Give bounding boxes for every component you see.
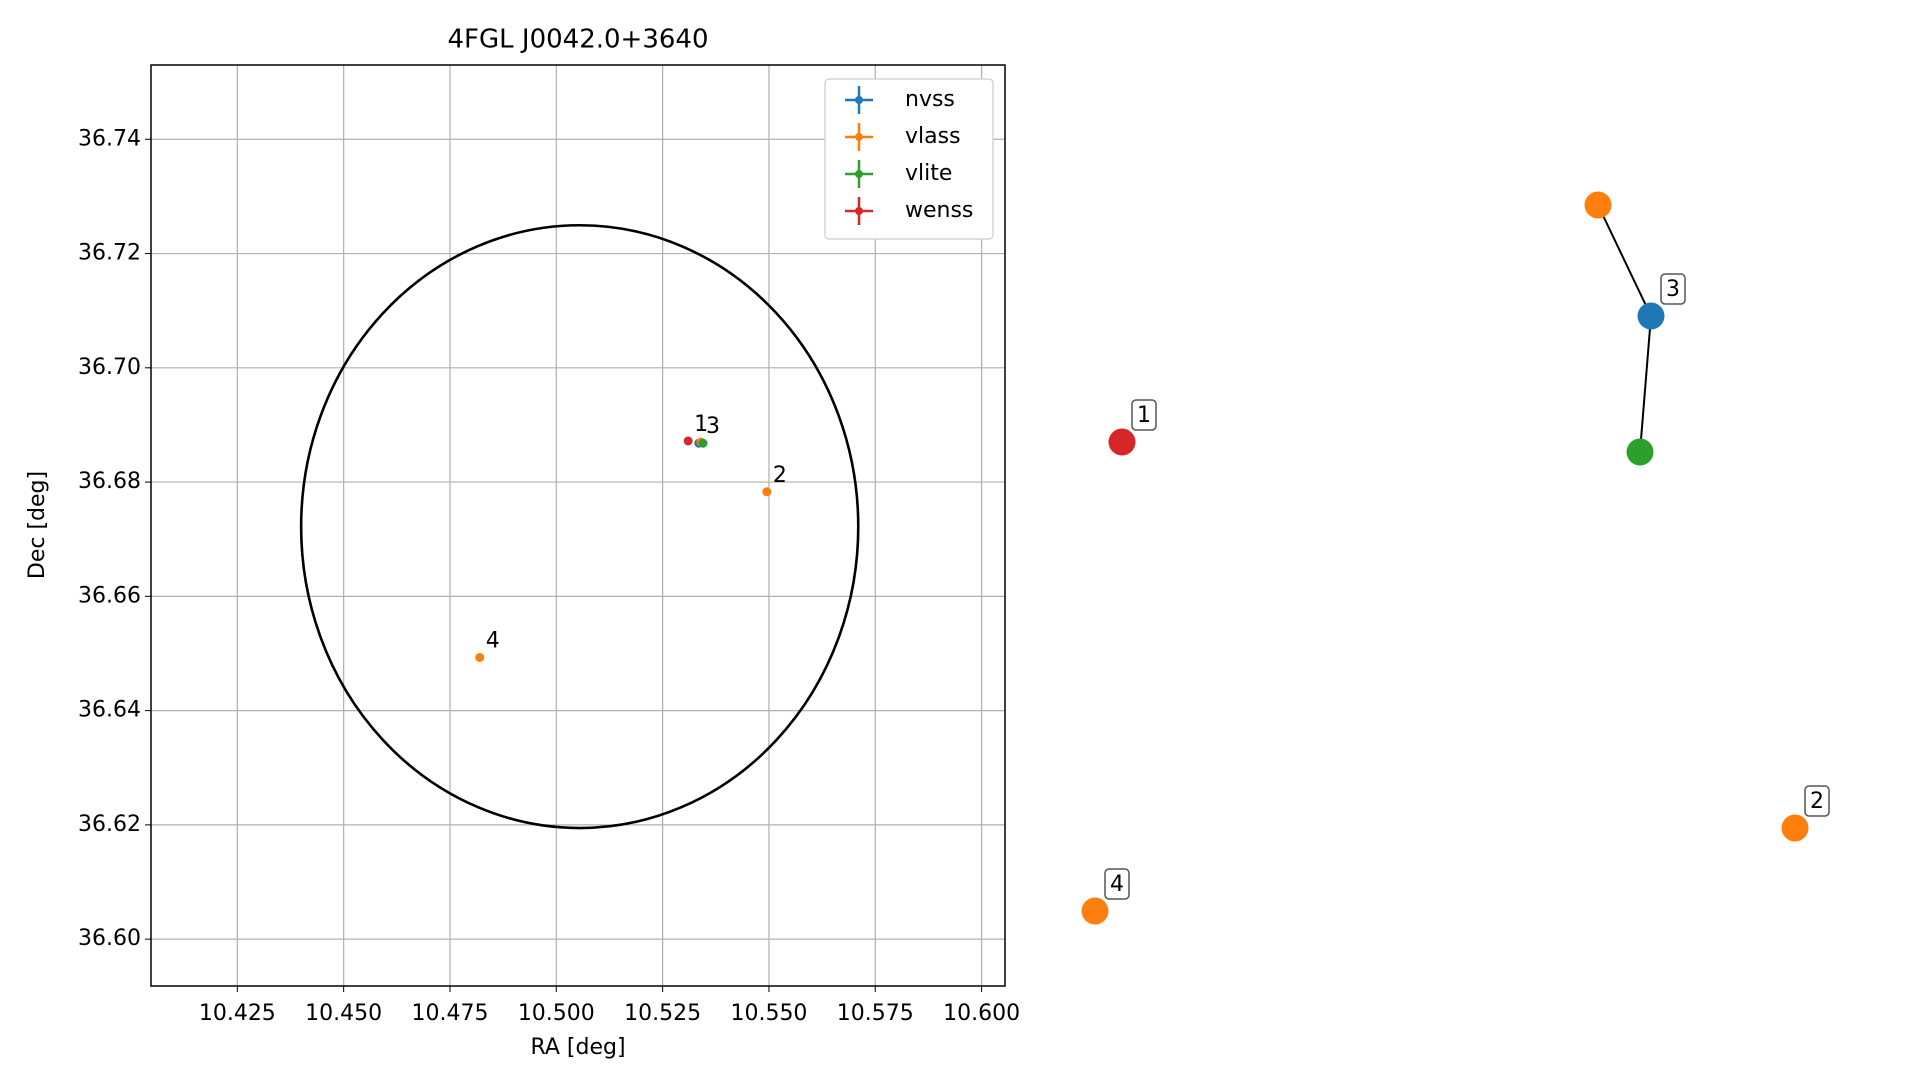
annotation: 3 — [706, 414, 720, 439]
localization-circle — [299, 223, 860, 830]
x-tick-label: 10.575 — [837, 1001, 914, 1026]
y-tick-label: 36.72 — [78, 241, 141, 266]
y-tick-label: 36.66 — [78, 583, 141, 608]
node-label: 2 — [1810, 789, 1824, 814]
legend-box — [824, 78, 994, 240]
node-label-box — [1104, 868, 1130, 900]
annotation: 2 — [773, 463, 787, 488]
node — [1584, 191, 1612, 219]
node-label: 3 — [1666, 277, 1680, 302]
node — [1108, 428, 1136, 456]
y-tick-label: 36.60 — [78, 926, 141, 951]
node-label: 4 — [1110, 872, 1124, 897]
y-axis-label: Dec [deg] — [25, 471, 50, 579]
legend-label: vlass — [905, 124, 961, 149]
annotation: 4 — [486, 628, 500, 653]
x-tick-label: 10.600 — [943, 1001, 1020, 1026]
node-label-box — [1804, 785, 1830, 817]
edge — [1639, 315, 1652, 453]
node — [1781, 814, 1809, 842]
x-tick-label: 10.500 — [518, 1001, 595, 1026]
legend-label: nvss — [905, 87, 955, 112]
annotation: 1 — [694, 412, 708, 437]
y-tick-label: 36.74 — [78, 126, 141, 151]
x-tick-label: 10.450 — [305, 1001, 382, 1026]
y-tick-label: 36.68 — [78, 469, 141, 494]
node — [1637, 302, 1665, 330]
node — [1081, 897, 1109, 925]
edge — [1597, 204, 1652, 317]
point — [698, 438, 708, 448]
plot-frame — [150, 64, 1006, 987]
legend-label: wenss — [905, 198, 973, 223]
point — [683, 436, 693, 446]
y-tick-label: 36.62 — [78, 812, 141, 837]
point — [475, 652, 485, 662]
node-label-box — [1131, 399, 1157, 431]
x-tick-label: 10.475 — [411, 1001, 488, 1026]
point — [762, 487, 772, 497]
x-tick-label: 10.425 — [199, 1001, 276, 1026]
legend-label: vlite — [905, 161, 952, 186]
legend: nvss vlass vlite wenss — [824, 78, 994, 240]
legend-marker — [855, 96, 863, 104]
x-axis-label: RA [deg] — [530, 1035, 625, 1060]
chart-title: 4FGL J0042.0+3640 — [448, 25, 709, 55]
node-label-box — [1660, 273, 1686, 305]
node-label: 1 — [1137, 403, 1151, 428]
y-tick-label: 36.70 — [78, 355, 141, 380]
y-tick-label: 36.64 — [78, 698, 141, 723]
legend-marker — [855, 170, 863, 178]
legend-marker — [855, 207, 863, 215]
x-tick-label: 10.525 — [624, 1001, 701, 1026]
node — [1626, 438, 1654, 466]
x-tick-label: 10.550 — [730, 1001, 807, 1026]
legend-marker — [855, 133, 863, 141]
